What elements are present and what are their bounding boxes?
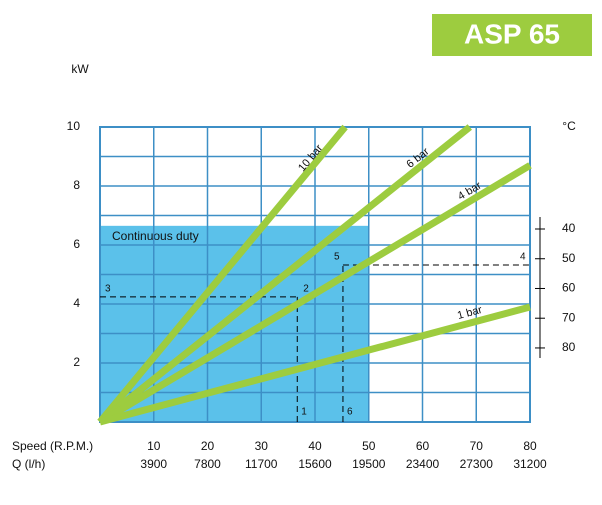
line [97,124,348,425]
line [97,124,472,425]
x-tick-label: 70 [470,439,484,453]
x2-tick-label: 15600 [298,457,332,471]
y-tick-label: 10 [67,119,81,133]
y2-tick-label: 40 [562,221,576,235]
x2-tick-label: 11700 [245,457,278,471]
x-tick-label: 10 [147,439,161,453]
guide-label: 6 [347,407,353,418]
line [99,303,531,426]
y2-tick-label: 50 [562,251,576,265]
x-tick-label: 40 [308,439,322,453]
x-tick-label: 30 [255,439,269,453]
y2-tick-label: 70 [562,310,576,324]
x2-tick-label: 23400 [406,457,440,471]
plot-frame [99,126,531,423]
y-tick-label: 4 [73,296,80,310]
x-axis-label: Speed (R.P.M.) [12,439,93,453]
guide-label: 3 [105,284,111,295]
line [98,162,532,426]
guide-label: 4 [520,252,526,263]
y-tick-label: 2 [73,355,80,369]
x-tick-label: 60 [416,439,430,453]
x-tick-label: 50 [362,439,376,453]
region-label: Continuous duty [112,229,199,243]
guide-label: 5 [334,252,340,263]
x2-tick-label: 19500 [352,457,386,471]
y2-tick-label: 80 [562,340,576,354]
x2-axis-label: Q (l/h) [12,457,45,471]
x2-tick-label: 31200 [513,457,547,471]
guide-label: 1 [301,407,307,418]
y2-axis-label: °C [562,119,576,133]
x-tick-label: 80 [523,439,537,453]
badge: ASP 65 [464,18,560,49]
badge-bg [432,14,592,56]
y-tick-label: 8 [73,178,80,192]
x-tick-label: 20 [201,439,215,453]
x2-tick-label: 7800 [194,457,221,471]
y-axis-label: kW [71,62,89,76]
y-tick-label: 6 [73,237,80,251]
x2-tick-label: 27300 [460,457,494,471]
guide-label: 2 [303,284,309,295]
y2-tick-label: 60 [562,281,576,295]
x2-tick-label: 3900 [140,457,167,471]
